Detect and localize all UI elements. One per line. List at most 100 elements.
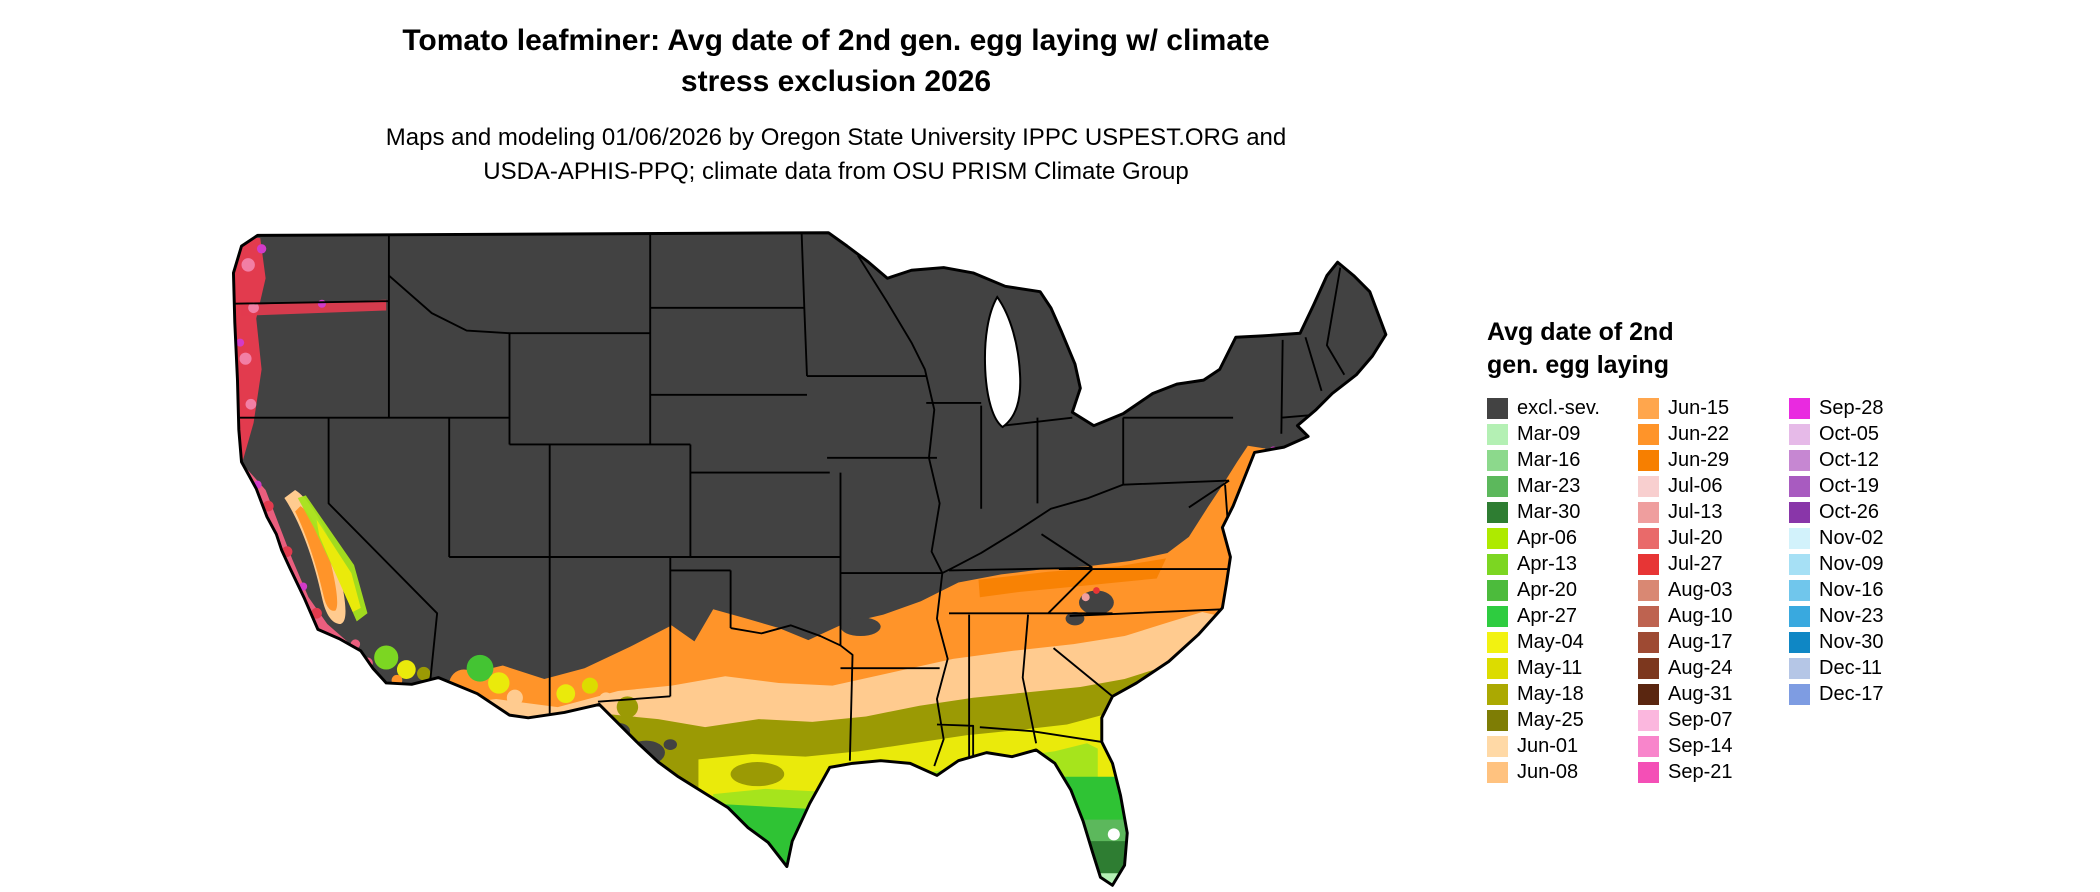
legend-swatch	[1789, 683, 1810, 705]
central-valley-orange	[295, 506, 338, 611]
legend-swatch	[1638, 631, 1659, 653]
legend-swatch	[1789, 579, 1810, 601]
legend-item: Aug-17	[1638, 629, 1789, 655]
page-subtitle: Maps and modeling 01/06/2026 by Oregon S…	[0, 121, 1672, 188]
legend-label: Sep-14	[1668, 734, 1733, 757]
legend-label: Sep-28	[1819, 396, 1884, 419]
lake-okeechobee	[1107, 828, 1120, 841]
legend-swatch	[1487, 605, 1508, 627]
legend-item: Mar-30	[1487, 499, 1638, 525]
legend-swatch	[1487, 683, 1508, 705]
legend-swatch	[1638, 501, 1659, 523]
legend-item: Jul-13	[1638, 499, 1789, 525]
legend-label: May-04	[1517, 630, 1584, 653]
legend-item: Sep-14	[1638, 733, 1789, 759]
legend-swatch	[1487, 553, 1508, 575]
legend-label: Jun-01	[1517, 734, 1579, 757]
legend-item: Oct-19	[1789, 473, 1951, 499]
legend-column-1: excl.-sev. Mar-09 Mar-16 Mar-23 Mar-30 Apr-06…	[1487, 395, 1638, 785]
legend-swatch	[1638, 683, 1659, 705]
legend-label: Mar-16	[1517, 448, 1581, 471]
lake-michigan	[983, 295, 1022, 429]
legend-swatch	[1638, 397, 1659, 419]
legend-swatch	[1638, 423, 1659, 445]
legend-swatch	[1487, 579, 1508, 601]
legend-swatch	[1487, 423, 1508, 445]
new-mexico-patches	[556, 677, 639, 718]
legend-item: May-25	[1487, 707, 1638, 733]
legend-swatch	[1487, 735, 1508, 757]
legend-item: Jul-06	[1638, 473, 1789, 499]
legend-item: Apr-13	[1487, 551, 1638, 577]
legend-item: Jul-27	[1638, 551, 1789, 577]
legend-label: Sep-07	[1668, 708, 1733, 731]
legend-label: Jun-29	[1668, 448, 1730, 471]
legend-item: Nov-02	[1789, 525, 1951, 551]
legend-label: May-11	[1517, 656, 1583, 679]
legend-label: Dec-11	[1819, 656, 1882, 679]
legend-item: May-04	[1487, 629, 1638, 655]
legend-swatch	[1487, 761, 1508, 783]
legend-item: Jun-22	[1638, 421, 1789, 447]
legend-label: Jun-22	[1668, 422, 1730, 445]
legend-item: Apr-06	[1487, 525, 1638, 551]
legend-item: Jun-08	[1487, 759, 1638, 785]
legend-column-3: Sep-28 Oct-05 Oct-12 Oct-19 Oct-26 Nov-02 Nov-…	[1789, 395, 1951, 707]
legend-label: Nov-09	[1819, 552, 1884, 575]
legend-label: Jul-27	[1668, 552, 1723, 575]
legend-swatch	[1789, 605, 1810, 627]
legend-label: Oct-26	[1819, 500, 1880, 523]
legend-label: Nov-02	[1819, 526, 1884, 549]
legend-label: Jun-08	[1517, 760, 1579, 783]
legend-swatch	[1789, 423, 1810, 445]
legend-item: Aug-24	[1638, 655, 1789, 681]
legend-label: Oct-05	[1819, 422, 1880, 445]
page-subtitle-line1: Maps and modeling 01/06/2026 by Oregon S…	[385, 124, 1287, 151]
legend-label: Apr-13	[1517, 552, 1578, 575]
legend-swatch	[1638, 579, 1659, 601]
legend-item: Jun-15	[1638, 395, 1789, 421]
legend-label: Oct-19	[1819, 474, 1880, 497]
legend-label: Aug-03	[1668, 578, 1733, 601]
legend-item: Dec-17	[1789, 681, 1951, 707]
legend-label: Mar-09	[1517, 422, 1581, 445]
legend-column-2: Jun-15 Jun-22 Jun-29 Jul-06 Jul-13 Jul-20 Jul-…	[1638, 395, 1789, 785]
hill-country-olive	[730, 762, 785, 787]
legend-label: Aug-31	[1668, 682, 1733, 705]
legend-title-line1: Avg date of 2nd	[1487, 318, 1674, 346]
legend-swatch	[1638, 553, 1659, 575]
legend-label: Jul-06	[1668, 474, 1723, 497]
california-coast-pink	[238, 465, 379, 678]
legend-label: May-18	[1517, 682, 1584, 705]
legend-swatch	[1789, 553, 1810, 575]
legend-label: Oct-12	[1819, 448, 1880, 471]
legend-swatch	[1487, 709, 1508, 731]
legend-label: Apr-27	[1517, 604, 1578, 627]
legend-label: Nov-30	[1819, 630, 1884, 653]
legend-swatch	[1789, 397, 1810, 419]
legend-swatch	[1487, 657, 1508, 679]
legend-item: Sep-21	[1638, 759, 1789, 785]
legend-title-line2: gen. egg laying	[1487, 350, 1669, 379]
legend-label: Jul-13	[1668, 500, 1723, 523]
legend-swatch	[1487, 501, 1508, 523]
legend-swatch	[1638, 761, 1659, 783]
legend-label: Jul-20	[1668, 526, 1723, 549]
california-coast-red-spots	[262, 500, 322, 619]
legend-swatch	[1789, 527, 1810, 549]
legend-label: Aug-24	[1668, 656, 1733, 679]
legend-swatch	[1789, 631, 1810, 653]
legend-item: Aug-03	[1638, 577, 1789, 603]
legend-item: Sep-07	[1638, 707, 1789, 733]
legend-label: Jun-15	[1668, 396, 1730, 419]
pnw-pink-spots	[239, 258, 259, 410]
legend-item: Mar-16	[1487, 447, 1638, 473]
legend: Avg date of 2nd gen. egg laying excl.-se…	[1487, 316, 1951, 785]
legend-item: Dec-11	[1789, 655, 1951, 681]
legend-item: Aug-31	[1638, 681, 1789, 707]
legend-swatch	[1789, 475, 1810, 497]
legend-swatch	[1638, 527, 1659, 549]
legend-swatch	[1638, 657, 1659, 679]
legend-swatch	[1638, 475, 1659, 497]
